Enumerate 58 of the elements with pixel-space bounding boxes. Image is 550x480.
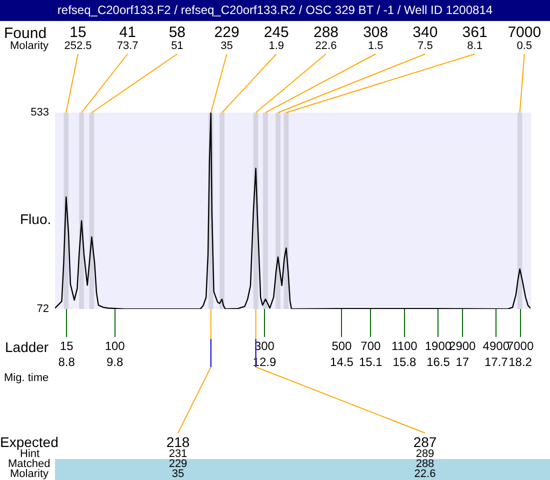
annotation: 700: [360, 339, 381, 353]
x-tick-label: 9.8: [106, 354, 124, 369]
annotation: 1900: [424, 339, 452, 353]
text: Ladder: [5, 339, 49, 355]
annotation: 287: [413, 434, 437, 450]
annotation: 288: [313, 24, 339, 41]
x-tick-label: 16.5: [426, 354, 450, 369]
x-tick-label: 18.2: [508, 354, 532, 369]
annotation: 41: [119, 24, 136, 41]
annotation: 1100: [392, 339, 418, 353]
annotation: 500: [332, 339, 352, 353]
text: Molarity: [10, 468, 49, 480]
annotation: 15: [60, 339, 74, 353]
annotation: 7000: [508, 24, 542, 41]
annotation: 308: [363, 24, 388, 41]
annotation: 245: [264, 24, 289, 41]
text: 22.6: [315, 40, 337, 52]
annotation: 4900: [482, 339, 510, 353]
annotation: 2900: [449, 339, 476, 353]
annotation: 7000: [506, 339, 534, 353]
annotation: 58: [168, 24, 186, 41]
text: 35: [172, 468, 184, 480]
text: Expected: [0, 434, 58, 450]
x-tick-label: 17: [456, 354, 470, 369]
x-axis-title: Mig. time: [4, 372, 49, 384]
text: 51: [171, 40, 184, 52]
y-axis-title: Fluo.: [20, 211, 52, 227]
text: 289: [416, 448, 434, 460]
text: 252.5: [64, 40, 92, 52]
annotation: 229: [214, 24, 240, 41]
annotation: 340: [412, 24, 438, 41]
text: 288: [416, 458, 434, 470]
x-tick-label: 15.1: [358, 354, 383, 369]
text: 8.1: [467, 40, 482, 52]
x-tick-label: 8.8: [58, 354, 76, 369]
text: 22.6: [414, 468, 436, 480]
y-tick-label: 533: [30, 106, 49, 119]
text: Hint: [20, 448, 40, 460]
annotation: 100: [104, 339, 125, 353]
text: 229: [168, 458, 188, 470]
annotation: 218: [166, 434, 190, 450]
text: 35: [220, 40, 233, 52]
text: 231: [168, 448, 188, 460]
text: 0.5: [516, 40, 532, 52]
x-tick-label: 14.5: [330, 354, 354, 369]
text: Matched: [8, 458, 50, 470]
text: 1.5: [368, 40, 384, 52]
x-tick-label: 17.7: [484, 354, 508, 369]
annotation: 15: [70, 24, 86, 41]
text: 7.5: [418, 40, 433, 52]
x-tick-label: 15.8: [392, 354, 416, 369]
chart-title: refseq_C20orf133.F2 / refseq_C20orf133.R2 / OSC 329 BT / -1 / Well ID 1200814: [0, 0, 550, 21]
text: 73.7: [116, 40, 138, 52]
annotation: 361: [462, 24, 488, 41]
text: Molarity: [10, 40, 49, 52]
y-tick-label: 72: [36, 303, 49, 316]
text: 1.9: [268, 40, 284, 52]
text: Found: [4, 25, 47, 42]
